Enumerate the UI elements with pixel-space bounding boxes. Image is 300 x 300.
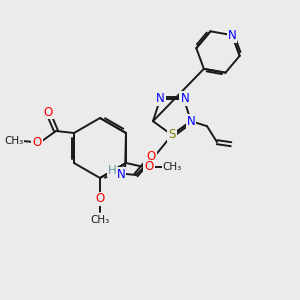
Text: O: O — [144, 160, 154, 173]
Text: O: O — [32, 136, 42, 148]
Text: N: N — [180, 92, 189, 105]
Text: CH₃: CH₃ — [162, 162, 182, 172]
Text: N: N — [117, 167, 125, 181]
Text: O: O — [146, 151, 156, 164]
Text: O: O — [95, 193, 105, 206]
Text: N: N — [156, 92, 165, 105]
Text: O: O — [44, 106, 52, 118]
Text: CH₃: CH₃ — [4, 136, 24, 146]
Text: N: N — [228, 28, 236, 42]
Text: CH₃: CH₃ — [90, 215, 110, 225]
Text: S: S — [168, 128, 176, 142]
Text: N: N — [187, 115, 195, 128]
Text: H: H — [108, 164, 116, 176]
